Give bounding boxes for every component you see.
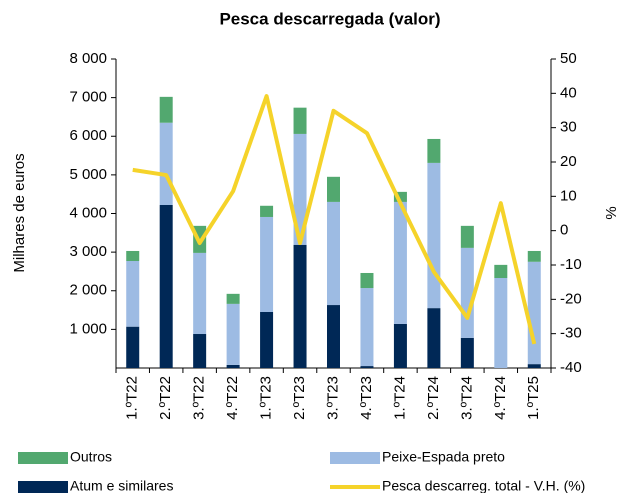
bar-segment: [494, 264, 508, 279]
y2-tick-label: 30: [560, 119, 577, 136]
x-tick-label: 1.ºT23: [258, 376, 275, 420]
bar-segment: [260, 216, 274, 312]
bar-segment: [193, 334, 207, 368]
bar-segment: [427, 308, 441, 368]
y-tick-label: 3 000: [69, 243, 107, 260]
bar-segment: [327, 305, 340, 368]
bar-segment: [527, 261, 541, 365]
bar-segment: [360, 272, 374, 289]
legend-label: Atum e similares: [70, 478, 173, 493]
x-tick-label: 1.ºT25: [525, 376, 542, 420]
y-tick-label: 4 000: [69, 204, 107, 221]
bar-segment: [527, 250, 541, 262]
x-tick-label: 1.ºT22: [124, 376, 141, 420]
bar-segment: [393, 191, 407, 202]
bar-segment: [460, 337, 474, 368]
bar-segment: [193, 252, 207, 335]
bar-segment: [226, 293, 240, 304]
legend-swatch: [330, 452, 380, 464]
bar-segment: [159, 96, 173, 123]
y2-tick-label: 40: [560, 84, 577, 101]
bar-segment: [126, 250, 140, 262]
x-tick-label: 4.ºT23: [358, 376, 375, 420]
y2-tick-label: -30: [560, 325, 582, 342]
bar-segment: [360, 288, 374, 367]
legend-swatch: [18, 452, 68, 464]
y2-tick-label: 20: [560, 153, 577, 170]
bar-segment: [260, 205, 274, 217]
y-tick-label: 5 000: [69, 166, 107, 183]
bar-segment: [360, 366, 374, 368]
bar-segment: [126, 261, 140, 327]
bar-segment: [293, 244, 307, 368]
x-tick-label: 3.ºT24: [458, 376, 475, 420]
bar-segment: [327, 176, 340, 202]
y2-tick-label: 10: [560, 187, 577, 204]
bar-segment: [260, 311, 274, 368]
y2-tick-label: -20: [560, 290, 582, 307]
bar-segment: [494, 278, 508, 368]
bar-segment: [226, 303, 240, 365]
legend-swatch: [18, 481, 68, 493]
x-tick-label: 2.ºT22: [157, 376, 174, 420]
y-tick-label: 6 000: [69, 127, 107, 144]
bar-segment: [460, 247, 474, 338]
bar-segment: [293, 107, 307, 134]
bar-segment: [427, 162, 441, 309]
y2-tick-label: -10: [560, 256, 582, 273]
legend-label: Pesca descarreg. total - V.H. (%): [382, 478, 585, 493]
y-tick-label: 1 000: [69, 320, 107, 337]
y2-tick-label: 50: [560, 50, 577, 67]
y-tick-label: 7 000: [69, 89, 107, 106]
x-tick-label: 4.ºT22: [224, 376, 241, 420]
x-tick-label: 2.ºT23: [291, 376, 308, 420]
bar-segment: [460, 225, 474, 248]
bar-segment: [226, 364, 240, 368]
line-series: [132, 94, 537, 345]
bar-segment: [527, 364, 541, 368]
x-tick-label: 1.ºT24: [391, 376, 408, 420]
bar-segment: [393, 201, 407, 324]
y-axis-title: Milhares de euros: [11, 153, 28, 272]
bar-segment: [126, 326, 140, 368]
bar-segment: [293, 133, 307, 245]
bar-segment: [159, 122, 173, 206]
bar-segment: [427, 138, 441, 163]
y-tick-label: 2 000: [69, 282, 107, 299]
x-tick-label: 2.ºT24: [425, 376, 442, 420]
legend-label: Outros: [70, 449, 112, 465]
x-tick-label: 3.ºT23: [324, 376, 341, 420]
x-tick-label: 4.ºT24: [492, 376, 509, 420]
bar-segment: [327, 201, 340, 306]
bar-segment: [393, 323, 407, 368]
x-tick-label: 3.ºT22: [191, 376, 208, 420]
legend-label: Peixe-Espada preto: [382, 449, 505, 465]
y2-axis-title: %: [603, 206, 620, 219]
y2-tick-label: -40: [560, 359, 582, 376]
bar-segment: [159, 205, 173, 368]
y-tick-label: 8 000: [69, 50, 107, 67]
y2-tick-label: 0: [560, 222, 568, 239]
chart-title: Pesca descarregada (valor): [219, 9, 440, 28]
